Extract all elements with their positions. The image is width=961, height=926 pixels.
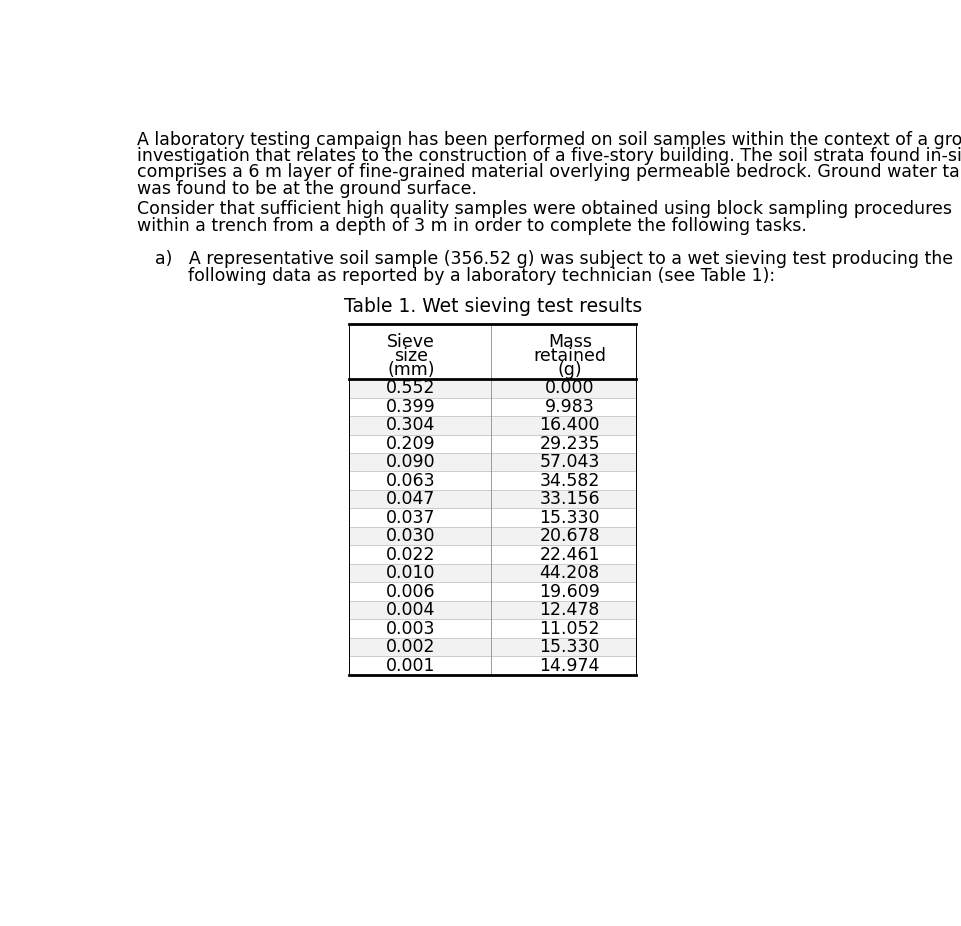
Bar: [349, 564, 635, 582]
Bar: [349, 453, 635, 471]
Text: 34.582: 34.582: [539, 471, 600, 490]
Bar: [349, 416, 635, 434]
Text: within a trench from a depth of 3 m in order to complete the following tasks.: within a trench from a depth of 3 m in o…: [137, 217, 806, 234]
Bar: [349, 582, 635, 601]
Text: 12.478: 12.478: [539, 601, 600, 619]
Text: 14.974: 14.974: [539, 657, 600, 674]
Text: 0.063: 0.063: [385, 471, 435, 490]
Bar: [349, 471, 635, 490]
Text: 11.052: 11.052: [539, 619, 600, 638]
Text: size: size: [393, 346, 428, 365]
Text: 0.090: 0.090: [385, 453, 435, 471]
Text: 0.003: 0.003: [385, 619, 435, 638]
Text: 0.304: 0.304: [385, 417, 435, 434]
Bar: [349, 545, 635, 564]
Text: 15.330: 15.330: [539, 638, 600, 656]
Text: 0.037: 0.037: [385, 508, 435, 527]
Text: 0.209: 0.209: [385, 435, 435, 453]
Text: 0.002: 0.002: [385, 638, 435, 656]
Bar: [349, 638, 635, 657]
Text: A laboratory testing campaign has been performed on soil samples within the cont: A laboratory testing campaign has been p…: [137, 131, 961, 149]
Text: a)   A representative soil sample (356.52 g) was subject to a wet sieving test p: a) A representative soil sample (356.52 …: [155, 251, 952, 269]
Text: 33.156: 33.156: [539, 490, 600, 508]
Text: 16.400: 16.400: [539, 417, 600, 434]
Text: 19.609: 19.609: [539, 582, 600, 601]
Bar: [349, 434, 635, 453]
Bar: [349, 379, 635, 397]
Bar: [349, 490, 635, 508]
Text: 0.022: 0.022: [385, 545, 435, 564]
Text: 22.461: 22.461: [539, 545, 600, 564]
Bar: [349, 527, 635, 545]
Text: 20.678: 20.678: [539, 527, 600, 545]
Text: Sieve: Sieve: [386, 332, 434, 351]
Bar: [349, 619, 635, 638]
Text: Table 1. Wet sieving test results: Table 1. Wet sieving test results: [343, 296, 642, 316]
Text: following data as reported by a laboratory technician (see Table 1):: following data as reported by a laborato…: [155, 267, 775, 284]
Text: 0.000: 0.000: [545, 380, 594, 397]
Text: 29.235: 29.235: [539, 435, 600, 453]
Bar: [349, 657, 635, 675]
Text: (g): (g): [556, 360, 581, 379]
Text: was found to be at the ground surface.: was found to be at the ground surface.: [137, 180, 477, 197]
Text: Consider that sufficient high quality samples were obtained using block sampling: Consider that sufficient high quality sa…: [137, 200, 951, 219]
Text: 0.010: 0.010: [385, 564, 435, 582]
Text: 0.552: 0.552: [385, 380, 435, 397]
Text: 0.004: 0.004: [385, 601, 435, 619]
Text: (mm): (mm): [386, 360, 434, 379]
Text: 57.043: 57.043: [539, 453, 600, 471]
Bar: [349, 508, 635, 527]
Text: 0.001: 0.001: [385, 657, 435, 674]
Text: 0.399: 0.399: [385, 398, 435, 416]
Text: 44.208: 44.208: [539, 564, 600, 582]
Text: retained: retained: [532, 346, 605, 365]
Text: comprises a 6 m layer of fine-grained material overlying permeable bedrock. Grou: comprises a 6 m layer of fine-grained ma…: [137, 164, 961, 181]
Bar: [349, 601, 635, 619]
Text: 9.983: 9.983: [544, 398, 594, 416]
Text: 0.006: 0.006: [385, 582, 435, 601]
Bar: [349, 397, 635, 416]
Text: 0.030: 0.030: [385, 527, 435, 545]
Text: 15.330: 15.330: [539, 508, 600, 527]
Text: investigation that relates to the construction of a five-story building. The soi: investigation that relates to the constr…: [137, 147, 961, 166]
Text: Mass: Mass: [547, 332, 591, 351]
Text: 0.047: 0.047: [385, 490, 435, 508]
